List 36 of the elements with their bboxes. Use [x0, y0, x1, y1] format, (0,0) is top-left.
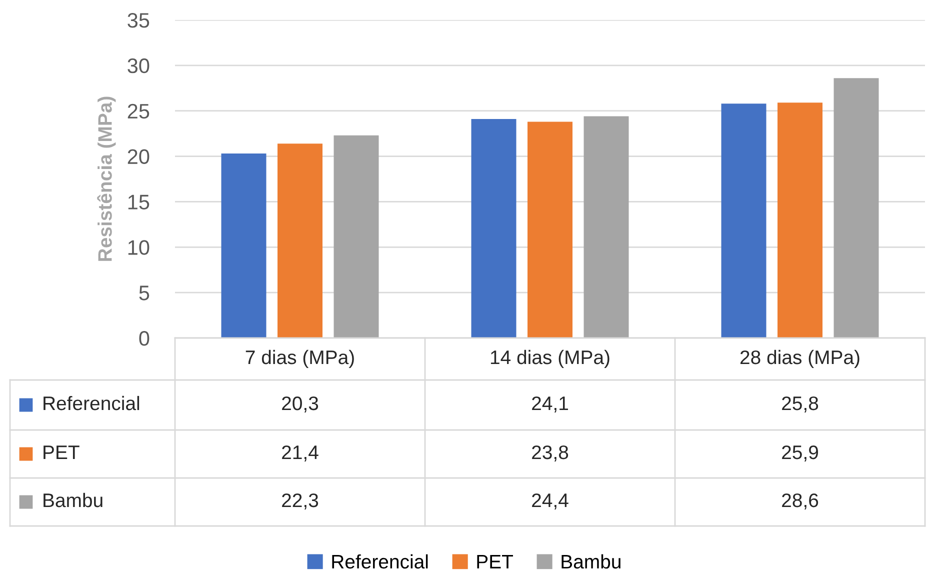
legend-label: Bambu [562, 554, 620, 569]
y-tick-label: 30 [128, 58, 150, 74]
text: PET [44, 446, 80, 460]
data-label: 22,3 [282, 493, 318, 510]
data-label: 23,8 [532, 445, 568, 462]
bar [471, 119, 516, 338]
y-tick-label: 10 [128, 240, 150, 255]
y-tick-label: 5 [139, 286, 150, 300]
text: Bambu [44, 492, 102, 508]
bar [334, 135, 379, 338]
x-tick-label: 14 dias (MPa) [490, 350, 610, 368]
legend-label: PET [477, 555, 513, 568]
x-tick-label: 28 dias (MPa) [740, 350, 860, 368]
data-label: 24,1 [532, 396, 568, 413]
y-tick-label: 35 [128, 13, 150, 28]
y-tick-label: 0 [139, 331, 150, 346]
data-label: 28,6 [782, 493, 818, 510]
data-label: 24,4 [532, 493, 568, 510]
legend-label: Referencial [44, 396, 140, 410]
bar [584, 116, 629, 338]
data-label: 21,4 [282, 445, 318, 462]
y-tick-label: 15 [128, 194, 150, 210]
data-label: 25,8 [782, 396, 818, 413]
bar [221, 154, 266, 338]
y-axis-title: Resistência (MPa) [97, 96, 116, 261]
bar [278, 144, 322, 338]
data-label: 20,3 [282, 396, 318, 413]
bar [778, 102, 822, 338]
x-tick-label: 7 dias (MPa) [246, 350, 354, 368]
bar [834, 78, 879, 338]
data-label: 25,9 [782, 445, 818, 462]
y-tick-label: 20 [128, 149, 150, 164]
bar [721, 104, 766, 338]
y-tick-label: 25 [128, 104, 150, 119]
bar [528, 122, 572, 338]
text: Referencial [332, 554, 428, 569]
